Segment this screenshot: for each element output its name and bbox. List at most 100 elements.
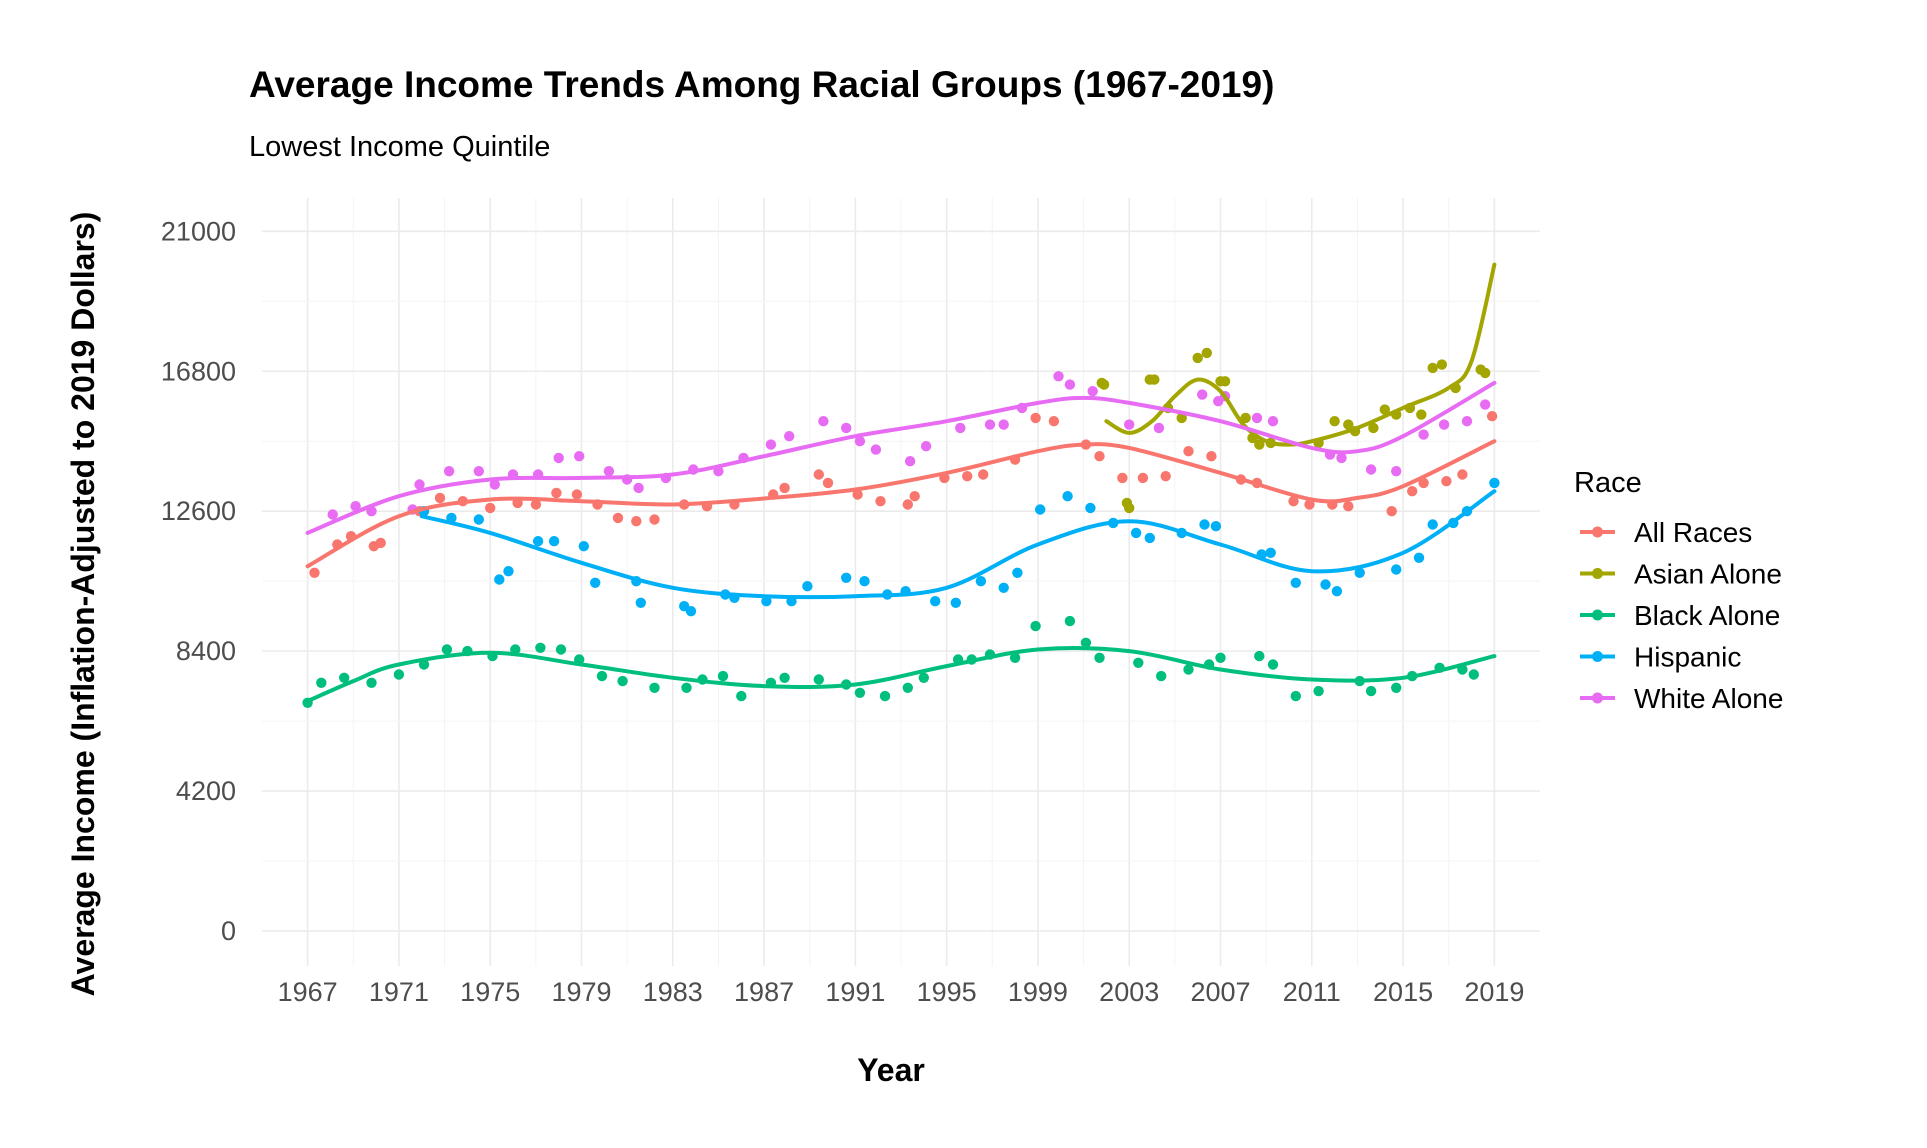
data-point-white-alone [955,422,966,434]
data-point-black-alone [879,690,891,702]
data-point-asian-alone [1192,352,1203,364]
data-point-black-alone [854,687,866,698]
y-tick-label: 16800 [161,356,236,386]
data-point-white-alone [1124,419,1135,430]
data-point-all-races [852,489,863,500]
data-point-all-races [1288,496,1299,507]
data-point-white-alone [904,456,916,467]
data-point-black-alone [813,674,824,685]
data-point-all-races [1304,499,1315,510]
x-tick-label: 2015 [1373,977,1433,1007]
data-point-black-alone [1030,620,1041,632]
grid-lines [262,198,1540,966]
data-point-hispanic [473,514,484,525]
data-point-all-races [962,471,973,482]
legend-key-point [1592,568,1603,579]
data-point-black-alone [1254,650,1265,662]
data-point-asian-alone [1254,439,1265,450]
data-point-black-alone [779,672,790,683]
data-point-black-alone [1365,685,1377,697]
trend-line-all-races [305,439,1497,569]
series-all-races-points [309,411,1498,578]
data-point-asian-alone [1436,359,1448,370]
data-point-white-alone [765,439,777,450]
data-point-white-alone [473,466,484,477]
data-point-hispanic [761,596,772,607]
data-point-white-alone [984,419,996,430]
x-tick-label: 2007 [1190,977,1250,1007]
data-point-all-races [309,567,320,578]
chart-title: Average Income Trends Among Racial Group… [249,64,1274,105]
data-series [302,262,1500,708]
data-point-asian-alone [1176,412,1187,424]
data-point-black-alone [316,677,327,688]
data-point-hispanic [1012,567,1023,578]
data-point-white-alone [489,479,500,490]
legend-key-point [1592,526,1603,538]
x-tick-label: 1991 [825,977,885,1007]
data-point-all-races [1457,469,1468,480]
data-point-white-alone [1197,389,1208,400]
data-point-black-alone [510,644,521,655]
x-tick-label: 2019 [1464,977,1524,1007]
data-point-white-alone [1053,371,1064,382]
data-point-asian-alone [1219,376,1231,387]
data-point-black-alone [535,642,546,653]
data-point-all-races [612,512,624,524]
data-point-all-races [978,469,989,480]
y-axis-tick-labels: 0 4200 8400 12600 16800 21000 [161,216,236,946]
data-point-all-races [551,487,562,499]
data-point-hispanic [1035,504,1046,515]
y-tick-label: 12600 [161,496,236,526]
data-point-white-alone [1336,452,1347,464]
data-point-asian-alone [1240,412,1251,424]
x-tick-label: 1987 [734,977,794,1007]
data-point-black-alone [366,677,377,688]
data-point-white-alone [1087,386,1098,397]
data-point-hispanic [685,606,697,617]
legend-key-point [1592,692,1603,704]
legend-item-white-alone: White Alone [1580,683,1783,714]
data-point-hispanic [590,577,601,588]
data-point-all-races [1160,471,1171,482]
data-point-white-alone [1418,429,1429,440]
data-point-all-races [375,537,386,549]
x-axis-tick-labels: 1967 1971 1975 1979 1983 1987 1991 1995 1999 2003… [278,977,1525,1007]
chart-subtitle: Lowest Income Quintile [249,131,550,163]
data-point-white-alone [350,501,361,512]
data-point-all-races [1441,476,1452,487]
trend-line-white-alone [305,380,1497,535]
data-point-black-alone [1267,659,1279,670]
data-point-white-alone [327,509,338,520]
legend-item-asian-alone: Asian Alone [1580,559,1782,590]
data-point-asian-alone [1379,404,1391,415]
data-point-black-alone [736,690,747,702]
legend-items: All Races Asian Alone Black Alone Hispanic W… [1580,517,1783,714]
data-point-white-alone [1153,422,1165,434]
x-tick-label: 1967 [278,977,338,1007]
data-point-hispanic [1130,527,1142,539]
x-tick-label: 1995 [917,977,977,1007]
data-point-white-alone [920,441,932,452]
data-point-black-alone [1156,670,1167,682]
data-point-hispanic [1427,519,1438,530]
data-point-white-alone [841,422,852,434]
legend-title: Race [1574,467,1642,499]
data-point-all-races [1407,486,1418,497]
data-point-all-races [1183,446,1194,457]
data-point-asian-alone [1480,367,1491,379]
data-point-all-races [571,489,583,500]
data-point-all-races [1048,416,1060,427]
data-point-black-alone [918,672,929,683]
data-point-hispanic [930,596,941,607]
x-axis-title: Year [857,1052,925,1088]
data-point-white-alone [870,444,882,455]
series-hispanic-points [418,477,1500,617]
data-point-white-alone [818,416,829,427]
data-point-white-alone [1064,379,1076,390]
legend-key-point [1592,651,1603,662]
data-point-black-alone [902,682,913,693]
data-point-hispanic [494,574,505,585]
data-point-white-alone [998,419,1009,430]
x-tick-label: 2003 [1099,977,1159,1007]
